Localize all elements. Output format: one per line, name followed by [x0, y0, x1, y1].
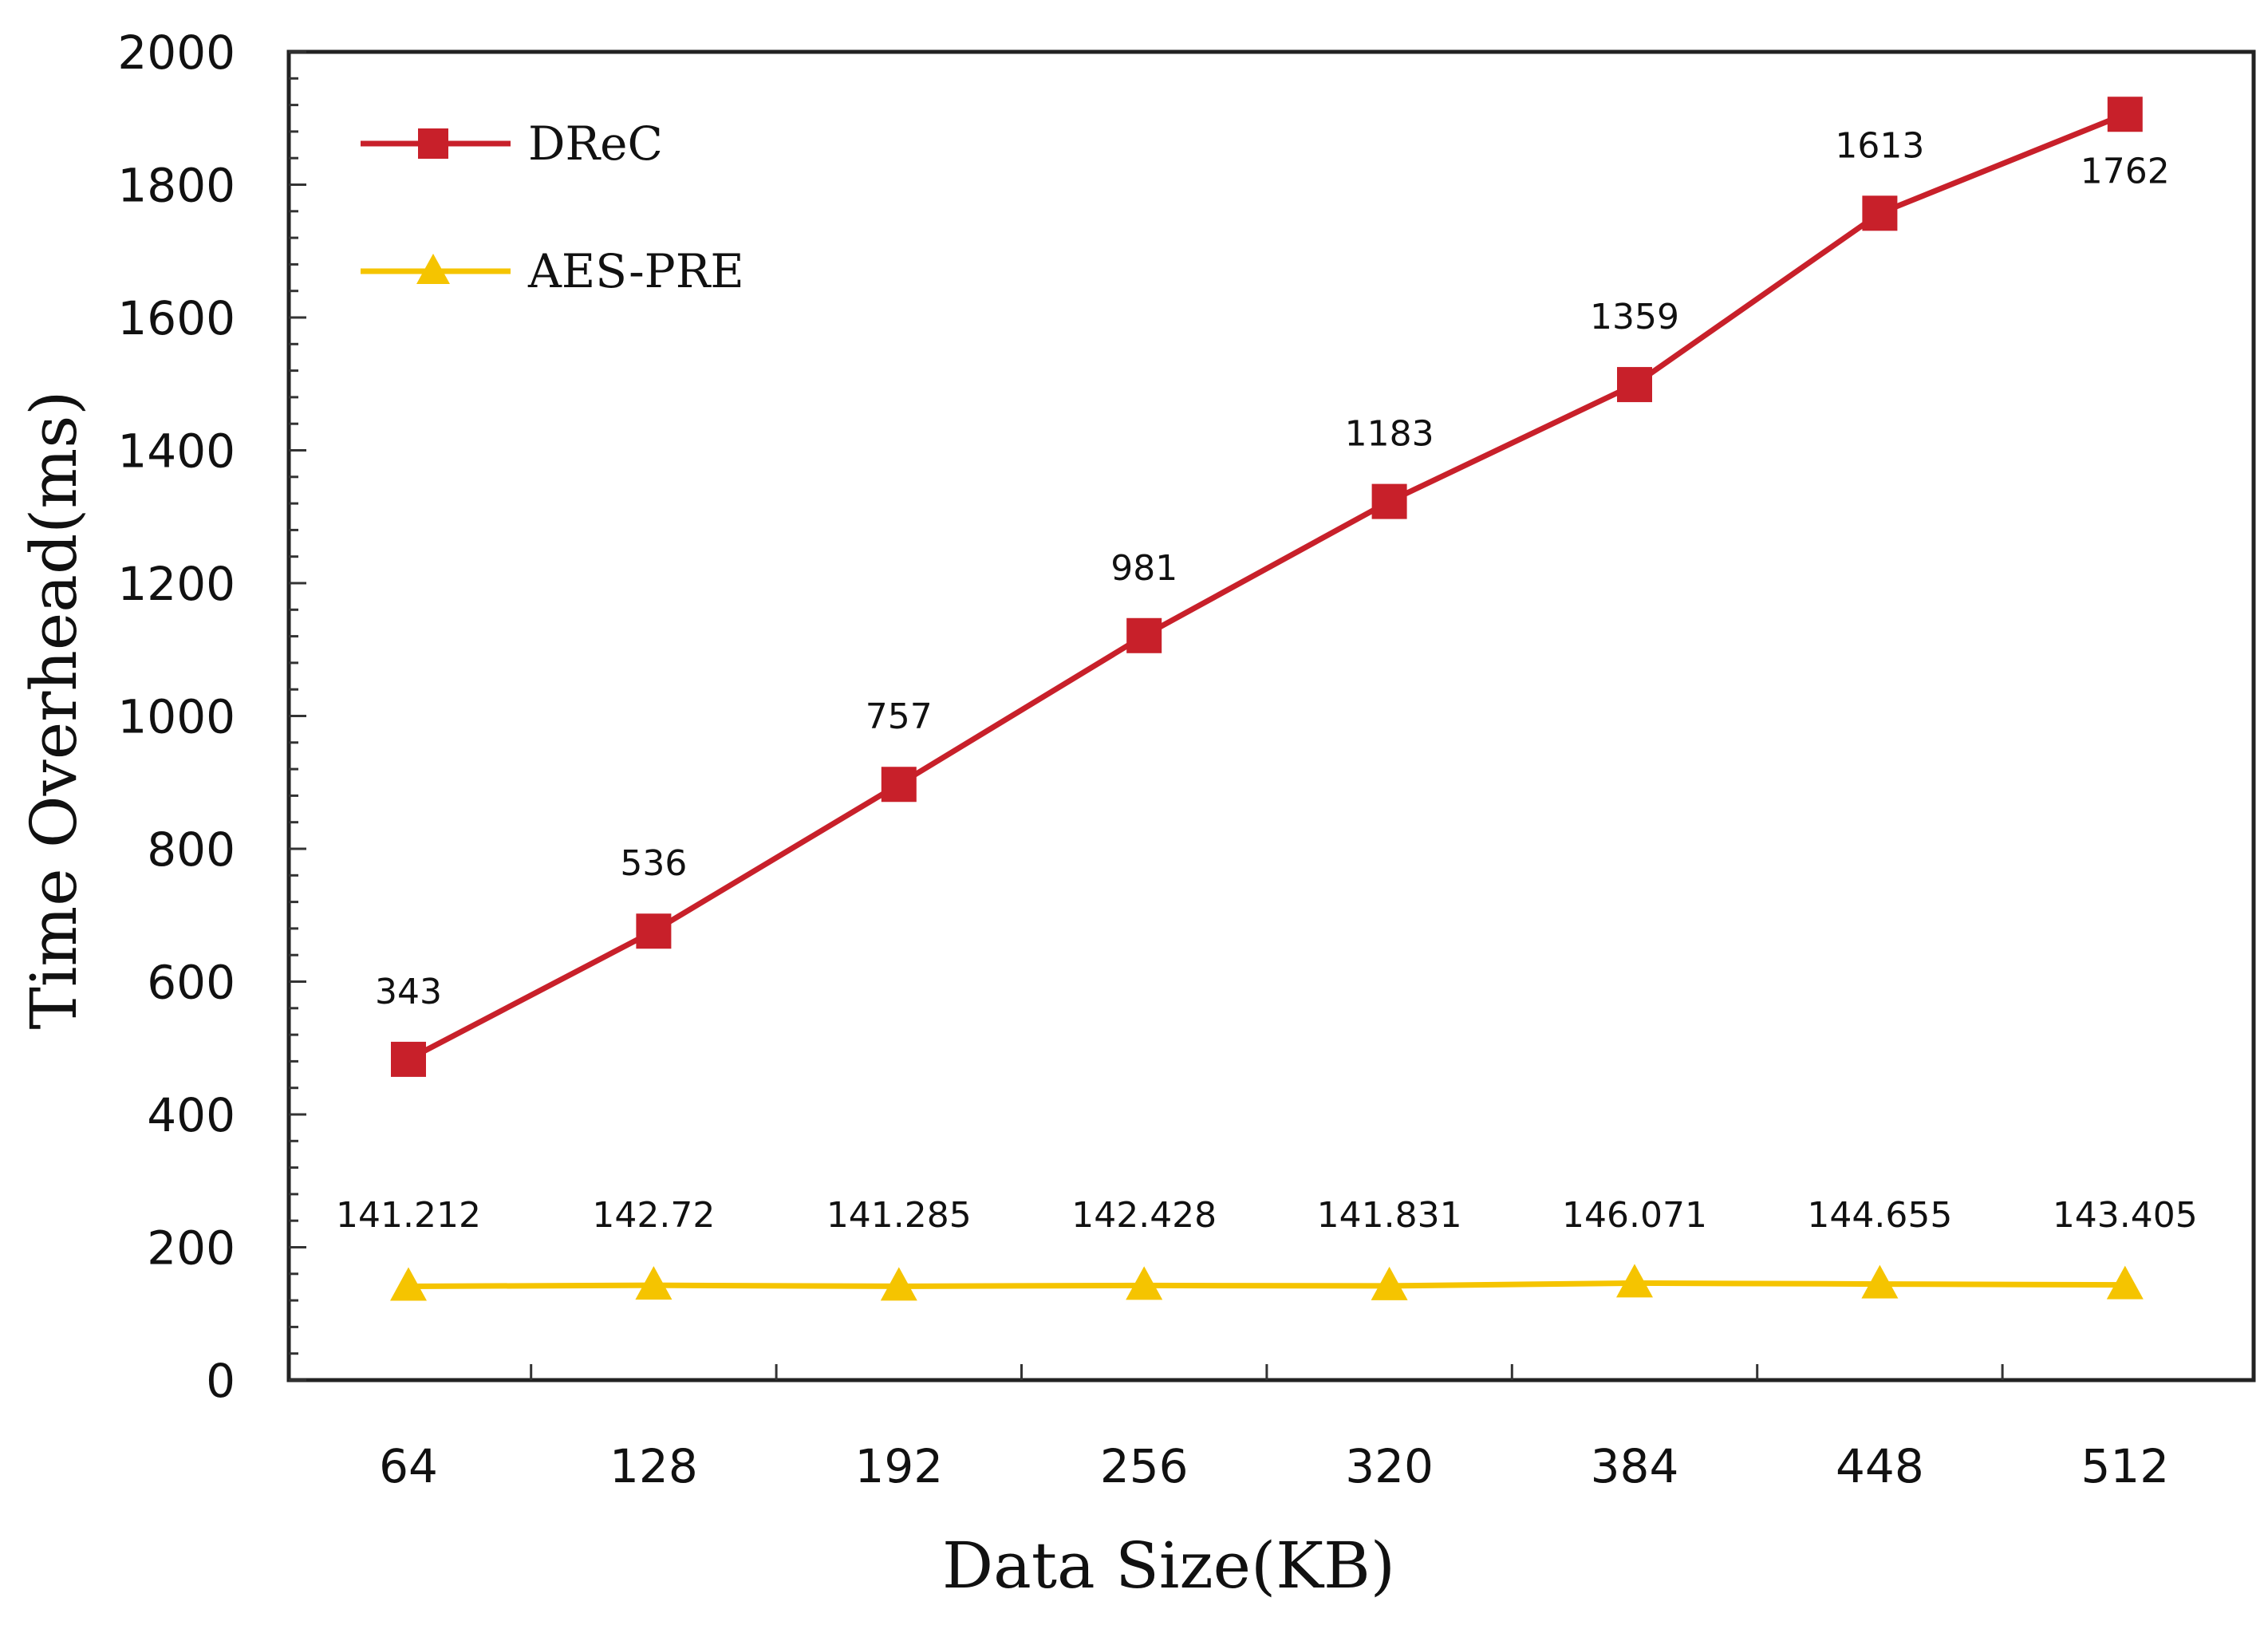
- data-label: 981: [1110, 548, 1177, 589]
- data-point-square: [636, 913, 672, 949]
- x-tick-label: 320: [1345, 1439, 1434, 1493]
- y-tick-label: 200: [147, 1221, 235, 1276]
- data-point-triangle: [635, 1266, 673, 1300]
- x-tick-label: 64: [379, 1439, 438, 1493]
- data-label: 141.831: [1317, 1195, 1462, 1236]
- legend: DReC AES-PRE: [361, 116, 744, 298]
- legend-label: DReC: [528, 116, 663, 171]
- data-label: 1613: [1835, 125, 1924, 166]
- data-label: 536: [620, 843, 687, 884]
- y-tick-label: 1200: [117, 557, 235, 611]
- data-label: 757: [866, 696, 933, 737]
- data-point-triangle: [1616, 1264, 1653, 1298]
- y-tick-label: 400: [147, 1088, 235, 1142]
- y-tick-label: 1400: [117, 424, 235, 479]
- data-label: 1359: [1590, 297, 1679, 337]
- y-tick-label: 2000: [117, 26, 235, 80]
- x-tick-label: 128: [609, 1439, 698, 1493]
- data-label: 1183: [1345, 414, 1434, 455]
- data-point-triangle: [1861, 1264, 1899, 1299]
- data-label: 142.72: [592, 1195, 715, 1236]
- data-label: 343: [375, 972, 442, 1012]
- legend-item-drec: DReC: [361, 116, 663, 171]
- y-tick-label: 800: [147, 822, 235, 877]
- data-point-square: [1862, 195, 1898, 231]
- y-axis: 0 200 400 600 800 1000 1200 1400 1600 1800 2000: [117, 26, 306, 1408]
- data-label: 146.071: [1562, 1195, 1707, 1236]
- data-point-triangle: [390, 1267, 427, 1301]
- x-tick-label: 384: [1591, 1439, 1679, 1493]
- series-layer: 343 536 757 981 1183 1359 1613 1762 141.212 142.7…: [336, 97, 2198, 1301]
- legend-marker-square: [418, 128, 448, 159]
- data-point-square: [1126, 617, 1162, 653]
- data-point-square: [391, 1041, 426, 1077]
- x-axis-title: Data Size(KB): [942, 1528, 1395, 1603]
- data-point-triangle: [2106, 1265, 2144, 1300]
- series-line: [408, 1280, 2125, 1289]
- data-point-triangle: [880, 1267, 917, 1301]
- data-point-triangle: [1126, 1266, 1163, 1300]
- data-label: 1762: [2081, 151, 2170, 191]
- legend-item-aes-pre: AES-PRE: [361, 244, 744, 298]
- x-tick-label: 512: [2081, 1439, 2169, 1493]
- data-point-square: [881, 767, 917, 803]
- series-aes-pre: 141.212 142.72 141.285 142.428 141.831 146.07…: [336, 1195, 2198, 1301]
- series-line: [407, 112, 2127, 1063]
- series-drec: 343 536 757 981 1183 1359 1613 1762: [375, 97, 2170, 1077]
- y-tick-label: 1800: [117, 159, 235, 213]
- legend-marker-triangle: [416, 254, 450, 284]
- data-label: 144.655: [1807, 1195, 1952, 1236]
- legend-label: AES-PRE: [527, 244, 744, 298]
- x-tick-label: 256: [1100, 1439, 1189, 1493]
- x-tick-label: 192: [854, 1439, 943, 1493]
- data-label: 141.285: [826, 1195, 972, 1236]
- data-point-square: [2107, 97, 2143, 132]
- y-tick-label: 600: [147, 956, 235, 1010]
- y-tick-label: 1600: [117, 291, 235, 345]
- data-point-square: [1371, 483, 1407, 519]
- y-axis-title: Time Overhead(ms): [17, 390, 91, 1029]
- data-label: 141.212: [336, 1195, 481, 1236]
- data-point-triangle: [1371, 1266, 1408, 1300]
- data-label: 142.428: [1071, 1195, 1217, 1236]
- y-tick-label: 1000: [117, 690, 235, 744]
- y-tick-label: 0: [206, 1354, 235, 1408]
- data-label: 143.405: [2053, 1195, 2198, 1236]
- x-axis: 64 128 192 256 320 384 448 512: [379, 1364, 2169, 1493]
- data-point-square: [1617, 367, 1652, 403]
- x-tick-label: 448: [1836, 1439, 1924, 1493]
